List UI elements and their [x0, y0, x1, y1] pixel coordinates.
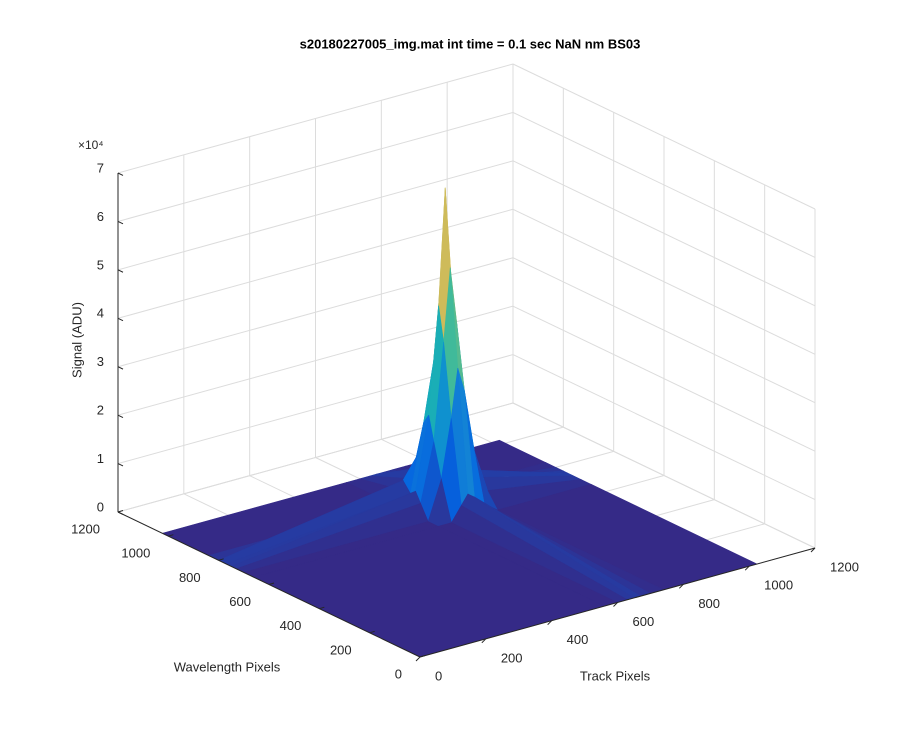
surface	[161, 187, 758, 658]
x-tick-label: 800	[698, 596, 720, 611]
z-tick	[117, 463, 124, 467]
grid-line	[117, 63, 514, 174]
grid-line	[512, 257, 816, 404]
y-tick-label: 400	[280, 618, 302, 633]
z-tick-label: 3	[97, 354, 104, 369]
y-tick-label: 200	[330, 642, 352, 657]
y-tick-label: 1000	[121, 546, 150, 561]
x-tick	[613, 602, 618, 607]
y-tick-label: 1200	[71, 521, 100, 536]
x-tick	[481, 638, 487, 644]
y-tick	[117, 510, 124, 513]
grid-line	[512, 208, 816, 355]
y-tick	[369, 630, 375, 634]
y-tick-label: 600	[229, 594, 251, 609]
grid-line	[512, 160, 816, 307]
x-tick-label: 400	[567, 632, 589, 647]
x-tick	[810, 547, 816, 553]
y-tick	[168, 534, 174, 537]
z-tick	[117, 317, 124, 322]
grid-line	[512, 111, 816, 258]
z-tick-label: 1	[97, 451, 104, 466]
chart-title: s20180227005_img.mat int time = 0.1 sec …	[300, 36, 641, 51]
z-tick-label: 0	[97, 499, 104, 514]
y-tick	[268, 582, 275, 585]
x-tick-label: 200	[501, 650, 523, 665]
z-tick-label: 4	[97, 306, 104, 321]
x-tick-label: 1200	[830, 559, 859, 574]
x-tick	[678, 583, 684, 589]
y-tick	[419, 655, 426, 658]
z-tick	[117, 511, 124, 515]
grid-line	[512, 402, 816, 549]
z-multiplier: ×10⁴	[78, 138, 104, 152]
z-tick-label: 6	[97, 209, 104, 224]
z-tick-label: 5	[97, 257, 104, 272]
grid-line	[512, 63, 816, 210]
grid-line	[117, 160, 514, 271]
grid-line	[512, 354, 816, 501]
z-tick	[117, 366, 124, 370]
grid-line	[117, 111, 514, 222]
x-tick	[744, 565, 750, 571]
y-tick-label: 0	[395, 666, 402, 681]
y-axis-label: Wavelength Pixels	[174, 659, 281, 674]
x-tick	[547, 620, 553, 626]
y-tick-label: 800	[179, 570, 201, 585]
x-tick	[415, 656, 421, 662]
y-tick	[218, 558, 224, 561]
x-tick-label: 600	[633, 614, 655, 629]
z-tick-label: 2	[97, 403, 104, 418]
z-axis-label: Signal (ADU)	[69, 302, 84, 378]
z-tick	[117, 172, 124, 176]
z-tick-label: 7	[97, 160, 104, 175]
z-tick	[117, 414, 124, 418]
grid-line	[512, 305, 816, 452]
x-tick-label: 0	[435, 668, 442, 683]
axes: 0200400600800100012000200400600800100012…	[71, 160, 859, 683]
x-tick-label: 1000	[764, 578, 793, 593]
x-axis-label: Track Pixels	[580, 668, 651, 683]
z-tick	[117, 269, 124, 273]
z-tick	[117, 220, 124, 225]
y-tick	[319, 606, 325, 610]
